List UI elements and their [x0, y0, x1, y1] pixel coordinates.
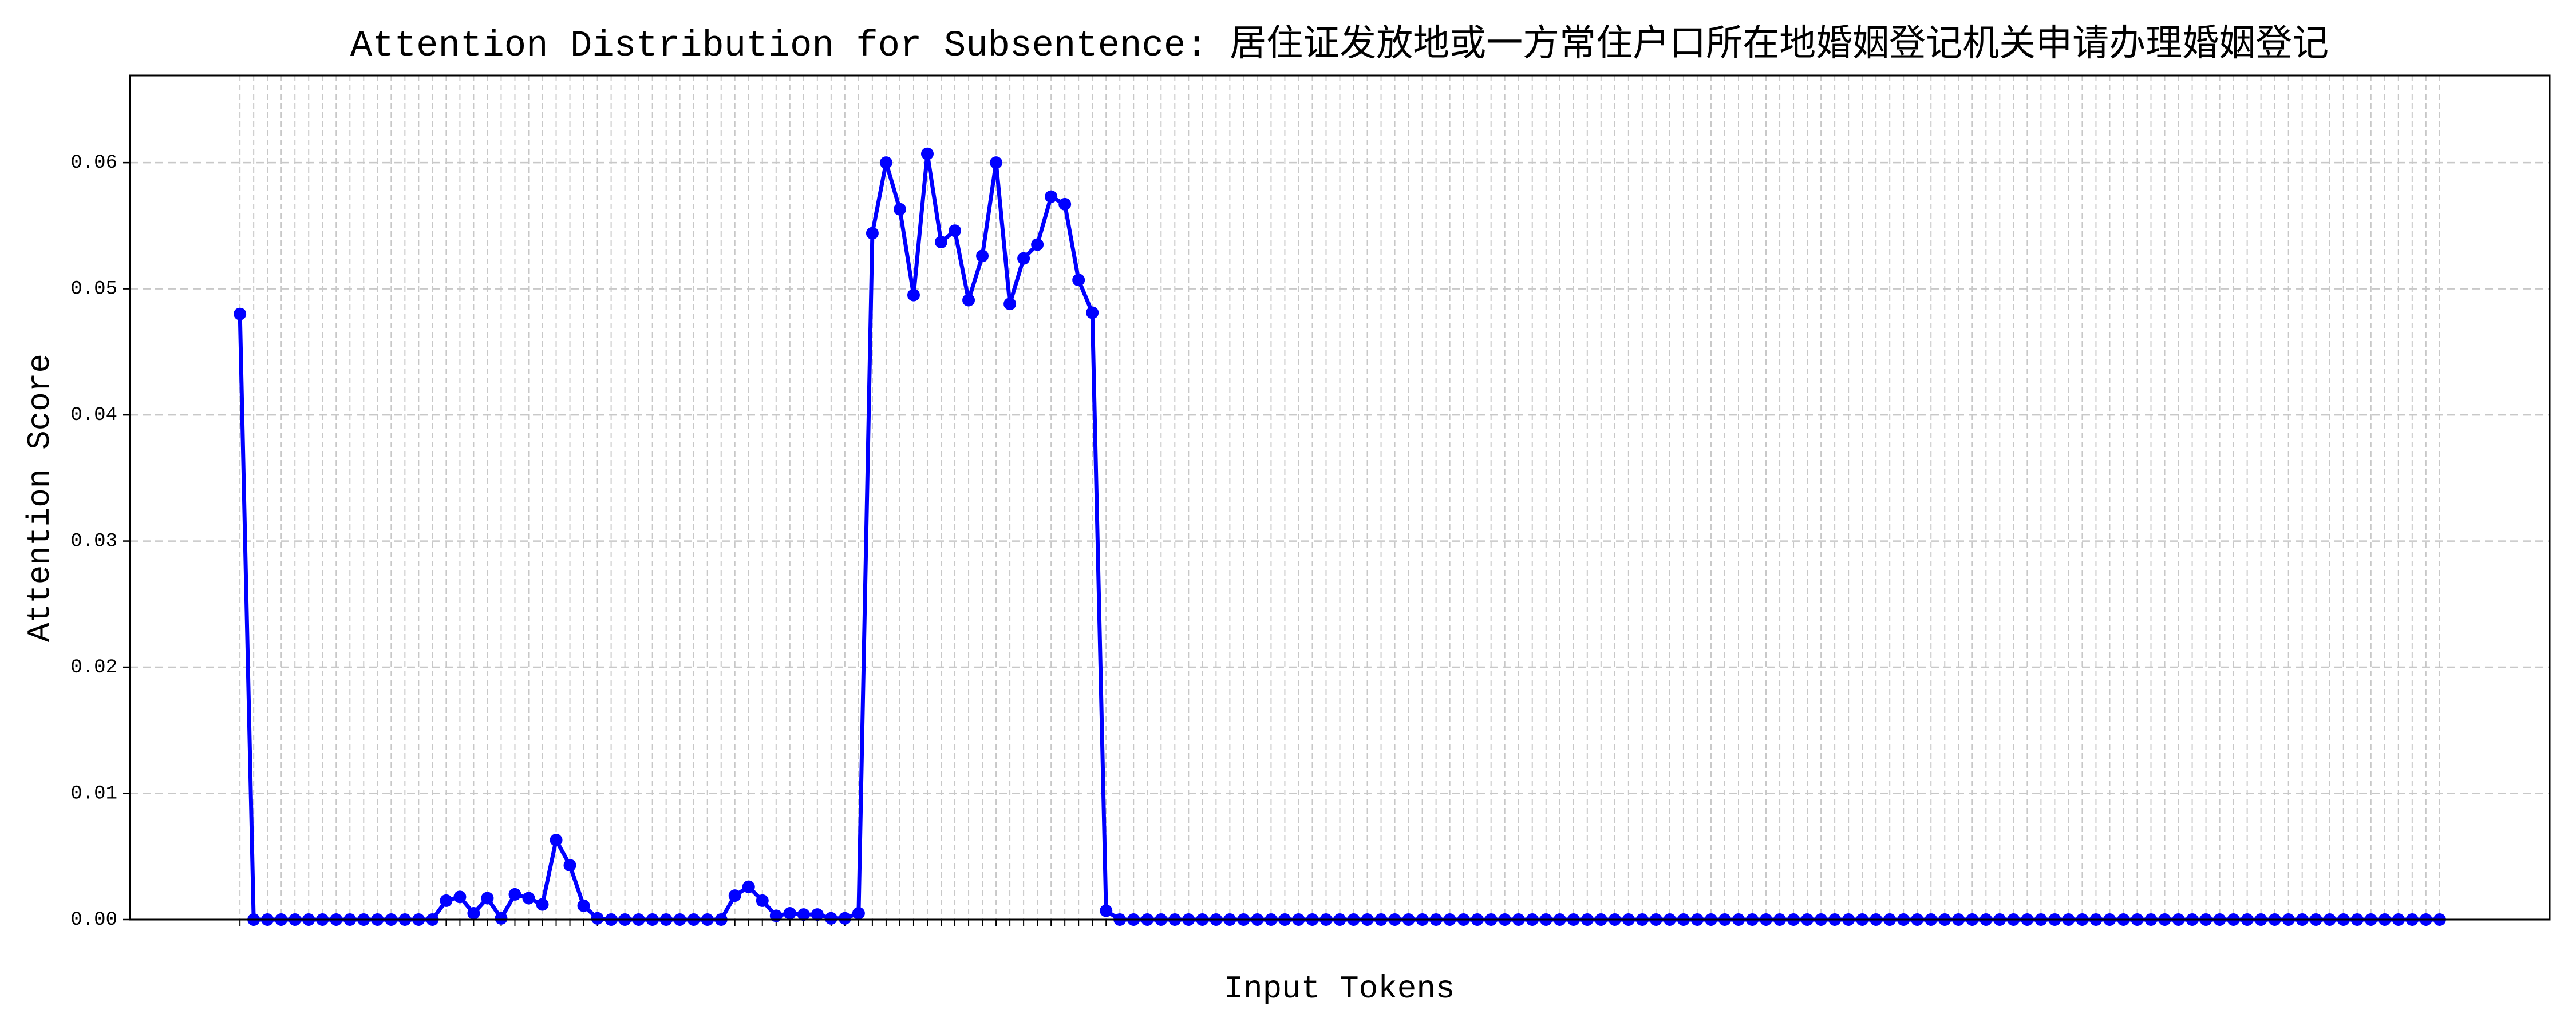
- y-tick-label: 0.02: [70, 657, 117, 679]
- marker: [550, 834, 563, 847]
- marker: [976, 249, 989, 263]
- marker: [852, 906, 865, 920]
- y-tick-label: 0.01: [70, 783, 117, 805]
- marker: [577, 899, 590, 912]
- y-tick-label: 0.05: [70, 279, 117, 300]
- marker: [1100, 904, 1113, 917]
- y-tick-label: 0.04: [70, 405, 117, 426]
- plot-frame: [129, 74, 2551, 921]
- chart-title: Attention Distribution for Subsentence: …: [350, 24, 2329, 67]
- y-tick-label: 0.06: [70, 152, 117, 174]
- y-axis-label: Attention Score: [22, 354, 58, 642]
- marker: [879, 156, 892, 169]
- marker: [1072, 274, 1085, 287]
- marker: [962, 294, 975, 307]
- marker: [866, 227, 879, 240]
- marker: [1017, 252, 1030, 265]
- marker: [811, 908, 824, 921]
- marker: [481, 892, 494, 905]
- marker: [1003, 298, 1017, 311]
- marker: [728, 889, 741, 902]
- marker: [440, 894, 453, 907]
- y-tick-label: 0.03: [70, 531, 117, 553]
- marker: [907, 288, 920, 302]
- marker: [949, 224, 962, 237]
- marker: [508, 888, 521, 901]
- marker: [563, 859, 576, 872]
- marker: [1086, 306, 1099, 319]
- marker: [920, 147, 934, 160]
- marker: [495, 912, 508, 925]
- marker: [742, 880, 755, 893]
- marker: [783, 906, 796, 920]
- marker: [756, 894, 769, 907]
- marker: [797, 908, 810, 921]
- marker: [467, 906, 480, 920]
- marker: [536, 898, 549, 911]
- x-axis-label: Input Tokens: [1224, 970, 1455, 1007]
- marker: [1045, 190, 1058, 203]
- y-tick-label: 0.00: [70, 909, 117, 931]
- marker: [824, 912, 837, 925]
- marker: [453, 890, 467, 904]
- marker: [838, 912, 851, 925]
- marker: [990, 156, 1003, 169]
- marker: [935, 236, 948, 249]
- marker: [893, 203, 906, 216]
- marker: [1031, 238, 1044, 251]
- marker: [1058, 197, 1072, 211]
- marker: [522, 892, 535, 905]
- marker: [234, 307, 247, 320]
- marker: [591, 912, 604, 925]
